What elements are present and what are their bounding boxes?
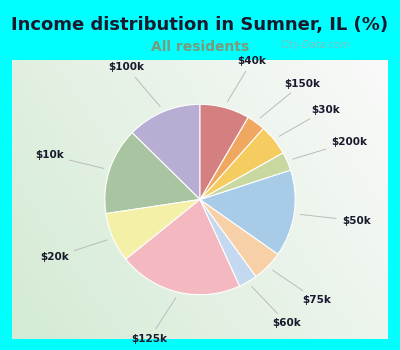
Text: $20k: $20k bbox=[40, 240, 107, 262]
Wedge shape bbox=[105, 133, 200, 214]
Text: Income distribution in Sumner, IL (%): Income distribution in Sumner, IL (%) bbox=[12, 16, 388, 34]
Text: $150k: $150k bbox=[260, 78, 320, 118]
Text: $10k: $10k bbox=[35, 150, 104, 168]
Text: $100k: $100k bbox=[108, 62, 160, 106]
Wedge shape bbox=[200, 170, 295, 254]
Wedge shape bbox=[200, 199, 278, 276]
Text: $200k: $200k bbox=[293, 137, 367, 159]
Text: $60k: $60k bbox=[252, 287, 301, 328]
Text: $50k: $50k bbox=[300, 215, 370, 226]
Wedge shape bbox=[200, 117, 263, 199]
Wedge shape bbox=[200, 199, 256, 286]
Wedge shape bbox=[200, 104, 248, 200]
Wedge shape bbox=[106, 199, 200, 259]
Text: $75k: $75k bbox=[272, 270, 331, 305]
Text: City-Data.com: City-Data.com bbox=[281, 40, 350, 50]
Text: $30k: $30k bbox=[279, 105, 340, 136]
Wedge shape bbox=[126, 199, 240, 295]
Text: $40k: $40k bbox=[227, 56, 266, 102]
Wedge shape bbox=[200, 153, 290, 199]
Wedge shape bbox=[132, 104, 200, 200]
Text: $125k: $125k bbox=[131, 298, 176, 344]
Text: All residents: All residents bbox=[151, 40, 249, 54]
Wedge shape bbox=[200, 128, 283, 199]
